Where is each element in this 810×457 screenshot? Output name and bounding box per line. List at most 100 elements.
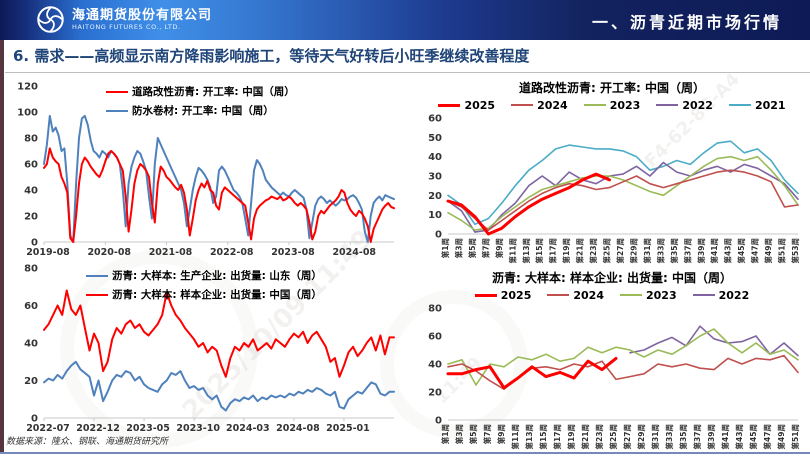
series-line <box>447 328 799 386</box>
svg-text:60: 60 <box>428 114 442 125</box>
series-line <box>43 289 395 378</box>
svg-text:20: 20 <box>24 212 38 223</box>
header-banner: 海通期货股份有限公司 HAITONG FUTURES CO., LTD. 一、沥… <box>0 0 810 40</box>
svg-text:第3周: 第3周 <box>453 238 463 258</box>
legend-item: 2023 <box>620 289 677 302</box>
svg-text:2025-01: 2025-01 <box>326 423 370 434</box>
page-title: 6. 需求——高频显示南方降雨影响施工，等待天气好转后小旺季继续改善程度 <box>5 41 810 73</box>
legend-item: 2025 <box>438 99 495 112</box>
svg-text:2024-03: 2024-03 <box>226 423 270 434</box>
legend-line-swatch <box>583 104 606 106</box>
legend-line-swatch <box>728 104 751 106</box>
svg-text:第5周: 第5周 <box>468 424 478 444</box>
svg-text:第31周: 第31周 <box>642 238 652 263</box>
legend-item: 2021 <box>728 98 786 112</box>
legend-item: 道路改性沥青: 开工率: 中国（周） <box>106 84 295 99</box>
legend-item: 2022 <box>692 288 750 302</box>
chart-title: 道路改性沥青: 开工率: 中国（周） <box>519 81 705 95</box>
chart-shipment-by-year: 沥青: 大样本: 样本企业: 出货量: 中国（周） 2025 2024 2023 202… <box>418 270 806 452</box>
svg-text:第21周: 第21周 <box>580 424 590 449</box>
svg-text:第19周: 第19周 <box>561 238 571 263</box>
series-line <box>447 155 799 231</box>
svg-text:2023-08: 2023-08 <box>271 247 315 258</box>
svg-text:第43周: 第43周 <box>723 238 733 263</box>
legend-item: 防水卷材: 开工率: 中国（周） <box>106 103 295 118</box>
svg-text:第13周: 第13周 <box>521 238 531 263</box>
svg-text:120: 120 <box>17 82 38 93</box>
svg-text:2024-08: 2024-08 <box>332 247 376 258</box>
svg-text:第7周: 第7周 <box>480 238 490 258</box>
svg-text:第49周: 第49周 <box>763 238 773 263</box>
svg-text:100: 100 <box>17 108 38 119</box>
svg-text:第17周: 第17周 <box>548 238 558 263</box>
svg-text:0: 0 <box>435 230 442 241</box>
svg-text:第43周: 第43周 <box>734 424 744 449</box>
svg-text:第23周: 第23周 <box>594 424 604 449</box>
svg-text:第25周: 第25周 <box>608 424 618 449</box>
svg-text:80: 80 <box>428 304 442 315</box>
svg-text:第11周: 第11周 <box>507 238 517 263</box>
svg-text:2022-07: 2022-07 <box>26 423 70 434</box>
svg-text:第49周: 第49周 <box>776 424 786 449</box>
legend-line-swatch <box>692 294 715 296</box>
svg-text:50: 50 <box>428 133 442 144</box>
chart-title: 沥青: 大样本: 样本企业: 出货量: 中国（周） <box>492 271 732 285</box>
legend-label: 道路改性沥青: 开工率: 中国（周） <box>132 86 295 98</box>
legend-label: 2022 <box>682 98 713 112</box>
svg-text:第45周: 第45周 <box>736 238 746 263</box>
svg-text:第41周: 第41周 <box>720 424 730 449</box>
svg-text:第39周: 第39周 <box>696 238 706 263</box>
legend-label: 防水卷材: 开工率: 中国（周） <box>132 105 274 117</box>
svg-text:第17周: 第17周 <box>552 424 562 449</box>
svg-text:0: 0 <box>31 238 38 249</box>
legend-label: 2021 <box>754 98 786 112</box>
svg-text:2023-10: 2023-10 <box>176 423 220 434</box>
svg-text:2024-08: 2024-08 <box>276 423 320 434</box>
chart-openrate-by-year: 道路改性沥青: 开工率: 中国（周） 2025 2024 2023 2022 2021 0 1… <box>418 80 806 266</box>
series-line <box>446 172 611 236</box>
svg-text:第19周: 第19周 <box>566 424 576 449</box>
svg-text:第1周: 第1周 <box>440 424 450 444</box>
legend-line-swatch <box>474 293 497 297</box>
svg-text:第39周: 第39周 <box>706 424 716 449</box>
legend-line-swatch <box>106 90 128 93</box>
chart-legend: 2025 2024 2023 2022 2021 <box>418 96 806 114</box>
svg-text:40: 40 <box>24 339 38 350</box>
svg-text:第47周: 第47周 <box>762 424 772 449</box>
legend-item: 2024 <box>511 99 568 112</box>
legend-line-swatch <box>620 294 642 296</box>
legend-line-swatch <box>511 104 534 106</box>
chart-legend: 2025 2024 2023 2022 <box>418 286 806 304</box>
svg-text:0: 0 <box>435 416 442 427</box>
svg-text:第51周: 第51周 <box>790 424 800 449</box>
legend-item: 2022 <box>656 99 713 112</box>
legend-item: 2025 <box>474 289 531 302</box>
series-line <box>447 140 799 226</box>
svg-text:第35周: 第35周 <box>678 424 688 449</box>
legend-line-swatch <box>86 274 108 277</box>
chart-plot: 0 20 40 60 80 第1周 第3周 第5周 第7周 第9周 第11周 第13周 第15周 第17周… <box>428 304 800 449</box>
svg-text:第45周: 第45周 <box>748 424 758 449</box>
legend-label: 2022 <box>718 288 750 302</box>
svg-text:第51周: 第51周 <box>777 238 787 263</box>
svg-text:第37周: 第37周 <box>692 424 702 449</box>
legend-line-swatch <box>547 294 570 296</box>
svg-text:2020-08: 2020-08 <box>87 247 131 258</box>
company-name-cn: 海通期货股份有限公司 <box>72 7 213 23</box>
legend-line-swatch <box>86 293 108 296</box>
legend-item: 2024 <box>547 289 604 302</box>
legend-line-swatch <box>106 109 128 112</box>
svg-text:第35周: 第35周 <box>669 238 679 263</box>
svg-text:第9周: 第9周 <box>494 238 504 258</box>
svg-text:第27周: 第27周 <box>615 238 625 263</box>
company-logo-block: 海通期货股份有限公司 HAITONG FUTURES CO., LTD. <box>36 5 212 34</box>
svg-text:0: 0 <box>31 414 38 425</box>
svg-text:30: 30 <box>428 172 442 183</box>
legend-item: 2023 <box>583 99 640 112</box>
chart-openrate-timeseries: 道路改性沥青: 开工率: 中国（周） 防水卷材: 开工率: 中国（周） 0 20 40 6… <box>14 82 402 258</box>
svg-text:40: 40 <box>24 186 38 197</box>
svg-text:第15周: 第15周 <box>534 238 544 263</box>
legend-label: 沥青: 大样本: 样本企业: 出货量: 中国（周） <box>112 289 322 301</box>
svg-text:20: 20 <box>428 191 442 202</box>
svg-text:2019-08: 2019-08 <box>26 247 70 258</box>
